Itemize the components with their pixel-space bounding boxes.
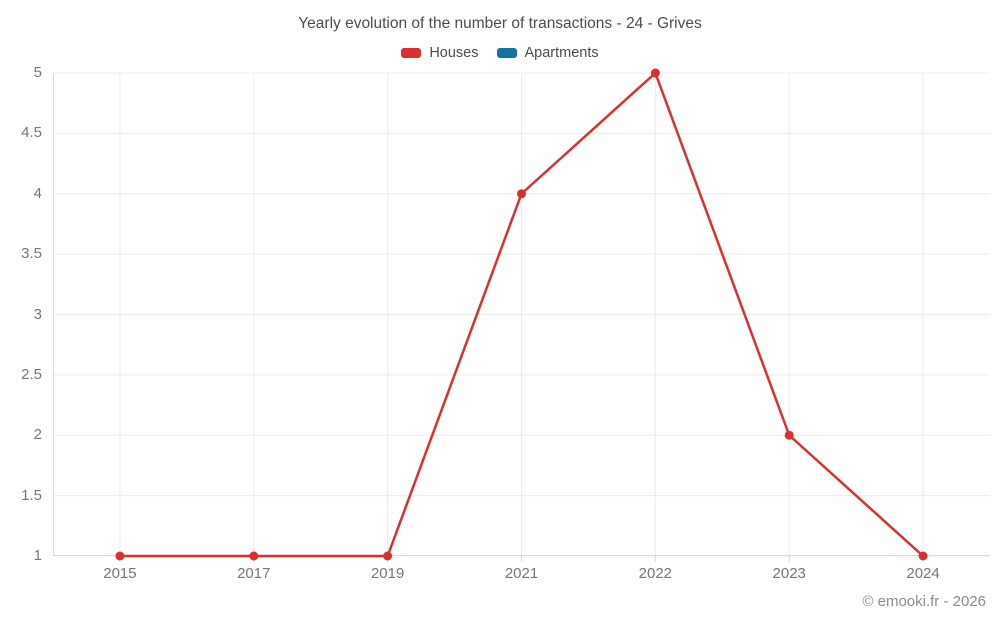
data-point-houses-2019[interactable] [383, 551, 393, 561]
legend: Houses Apartments [0, 45, 1000, 61]
data-point-houses-2024[interactable] [918, 551, 928, 561]
y-tick-label: 5 [33, 64, 42, 81]
y-tick-label: 4.5 [21, 124, 42, 142]
y-tick-label: 3 [33, 305, 42, 323]
copyright-text: © emooki.fr - 2026 [862, 593, 986, 610]
x-tick-label: 2024 [906, 565, 940, 582]
x-tick-label: 2021 [504, 565, 539, 582]
legend-label: Houses [429, 45, 479, 61]
chart-title: Yearly evolution of the number of transa… [298, 15, 702, 32]
x-tick-label: 2022 [638, 565, 673, 582]
data-point-houses-2015[interactable] [115, 551, 125, 561]
plot-svg [53, 68, 990, 562]
x-tick-label: 2023 [772, 565, 806, 582]
legend-swatch-apartments [496, 48, 517, 58]
legend-item-houses[interactable]: Houses [401, 45, 479, 61]
y-tick-label: 2.5 [21, 365, 42, 383]
data-point-houses-2017[interactable] [249, 551, 259, 561]
data-point-houses-2022[interactable] [650, 68, 660, 78]
x-tick-label: 2015 [103, 565, 137, 582]
y-tick-label: 2 [33, 426, 42, 444]
x-tick-label: 2017 [237, 565, 271, 582]
data-point-houses-2023[interactable] [784, 430, 794, 440]
y-tick-label: 1 [33, 547, 42, 564]
legend-swatch-houses [401, 48, 422, 58]
y-tick-label: 1.5 [21, 486, 42, 504]
plot-area [53, 68, 990, 562]
data-point-houses-2021[interactable] [517, 189, 526, 199]
y-tick-label: 4 [33, 184, 42, 202]
y-tick-label: 3.5 [21, 245, 42, 263]
x-tick-label: 2019 [370, 565, 405, 582]
legend-label: Apartments [524, 45, 599, 61]
legend-item-apartments[interactable]: Apartments [496, 45, 599, 61]
